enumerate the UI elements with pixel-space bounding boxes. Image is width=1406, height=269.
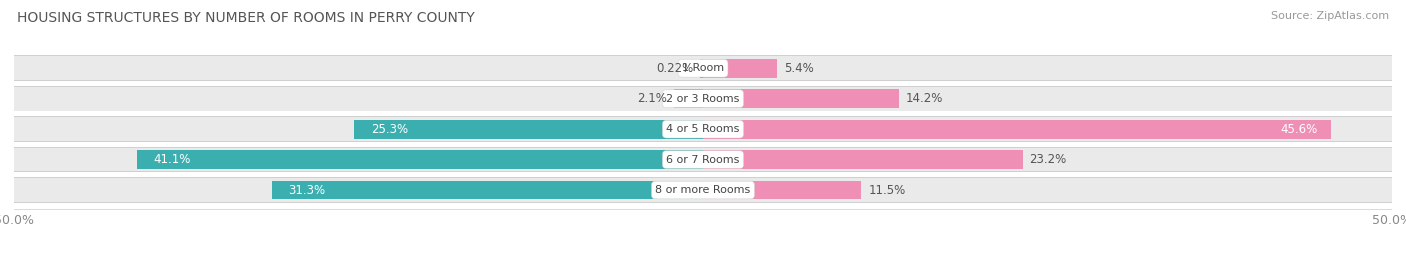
Text: Source: ZipAtlas.com: Source: ZipAtlas.com bbox=[1271, 11, 1389, 21]
Bar bbox=[14, 87, 1392, 111]
Bar bbox=[14, 148, 1392, 171]
Text: HOUSING STRUCTURES BY NUMBER OF ROOMS IN PERRY COUNTY: HOUSING STRUCTURES BY NUMBER OF ROOMS IN… bbox=[17, 11, 475, 25]
Bar bbox=[673, 89, 703, 108]
Bar bbox=[703, 120, 1331, 139]
Bar bbox=[271, 180, 703, 200]
Text: 11.5%: 11.5% bbox=[869, 183, 905, 197]
Text: 2.1%: 2.1% bbox=[637, 92, 668, 105]
Text: 1 Room: 1 Room bbox=[682, 63, 724, 73]
Text: 8 or more Rooms: 8 or more Rooms bbox=[655, 185, 751, 195]
Bar bbox=[354, 120, 703, 139]
Bar bbox=[14, 117, 1392, 141]
Bar bbox=[14, 177, 1392, 203]
Legend: Owner-occupied, Renter-occupied: Owner-occupied, Renter-occupied bbox=[569, 264, 837, 269]
Bar bbox=[700, 59, 703, 78]
Text: 2 or 3 Rooms: 2 or 3 Rooms bbox=[666, 94, 740, 104]
Text: 4 or 5 Rooms: 4 or 5 Rooms bbox=[666, 124, 740, 134]
Bar bbox=[14, 147, 1392, 172]
Text: 5.4%: 5.4% bbox=[785, 62, 814, 75]
Bar bbox=[14, 56, 1392, 80]
Text: 45.6%: 45.6% bbox=[1281, 123, 1317, 136]
Bar bbox=[703, 89, 898, 108]
Text: 0.22%: 0.22% bbox=[655, 62, 693, 75]
Text: 14.2%: 14.2% bbox=[905, 92, 943, 105]
Text: 25.3%: 25.3% bbox=[371, 123, 408, 136]
Text: 31.3%: 31.3% bbox=[288, 183, 325, 197]
Bar bbox=[136, 150, 703, 169]
Bar bbox=[703, 59, 778, 78]
Bar bbox=[14, 116, 1392, 142]
Bar bbox=[14, 178, 1392, 202]
Text: 23.2%: 23.2% bbox=[1029, 153, 1067, 166]
Bar bbox=[14, 55, 1392, 81]
Text: 41.1%: 41.1% bbox=[153, 153, 191, 166]
Bar bbox=[703, 150, 1022, 169]
Text: 6 or 7 Rooms: 6 or 7 Rooms bbox=[666, 155, 740, 165]
Bar bbox=[14, 86, 1392, 111]
Bar bbox=[703, 180, 862, 200]
